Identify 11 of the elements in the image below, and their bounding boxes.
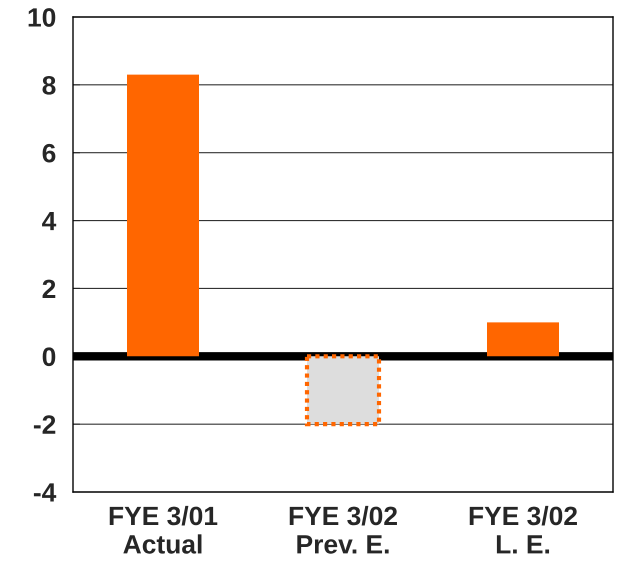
y-tick-label: -2 (34, 415, 56, 434)
y-tick-label: -4 (34, 483, 56, 502)
y-tick-label: 8 (42, 76, 56, 95)
x-tick-label: FYE 3/02 L. E. (470, 506, 577, 554)
x-tick-label: FYE 3/01 Actual (110, 506, 218, 554)
y-tick-label: 0 (42, 347, 56, 366)
y-tick-label: 2 (42, 280, 56, 298)
x-tick-label: FYE 3/02 Prev. E. (290, 506, 397, 554)
y-tick-label: 4 (42, 212, 56, 230)
y-tick-label: 6 (42, 144, 56, 163)
y-tick-label: 10 (28, 8, 56, 27)
